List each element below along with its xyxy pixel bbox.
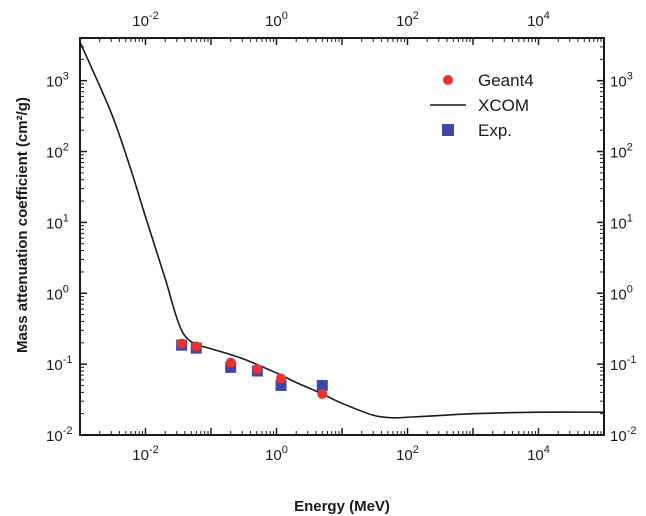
tick-label-base: 10 [527,13,544,30]
y-tick-label: 102 [46,142,69,162]
tick-label-exponent: -2 [149,444,159,456]
tick-label-exponent: 3 [63,71,69,83]
x-tick-label-top: 102 [396,10,419,30]
y-tick-label-right: 101 [610,212,633,232]
exp-point [316,379,328,391]
x-tick-label-top: 10-2 [132,10,158,30]
y-axis-title: Mass attenuation coefficient (cm²/g) [14,97,31,353]
y-tick-label: 10-1 [46,354,72,374]
tick-label-exponent: 4 [544,10,550,22]
tick-label-exponent: -1 [627,354,637,366]
y-tick-label: 103 [46,71,69,91]
legend-label: XCOM [478,96,529,115]
tick-label-base: 10 [265,13,282,30]
geant4-point [191,341,202,352]
tick-label-base: 10 [265,447,282,464]
tick-label-exponent: 1 [63,212,69,224]
legend-label: Exp. [478,121,512,140]
x-tick-label-top: 104 [527,10,550,30]
tick-label-base: 10 [396,13,413,30]
x-axis-title: Energy (MeV) [294,498,390,515]
legend-geant4-swatch [443,75,453,85]
geant4-point [252,364,263,375]
tick-label-base: 10 [610,286,627,303]
tick-label-base: 10 [46,357,63,374]
geant4-point [225,357,236,368]
tick-label-base: 10 [610,145,627,162]
y-tick-label: 101 [46,212,69,232]
tick-label-base: 10 [46,145,63,162]
tick-label-base: 10 [610,428,627,445]
geant4-point [276,373,287,384]
y-tick-label-right: 103 [610,71,633,91]
tick-label-base: 10 [132,447,149,464]
x-tick-label: 100 [265,444,288,464]
x-tick-label: 10-2 [132,444,158,464]
tick-label-base: 10 [46,215,63,232]
tick-label-base: 10 [527,447,544,464]
tick-label-base: 10 [396,447,413,464]
tick-label-base: 10 [46,74,63,91]
tick-label-exponent: -2 [627,425,637,437]
tick-label-base: 10 [610,215,627,232]
x-tick-label: 102 [396,444,419,464]
tick-label-exponent: -1 [63,354,73,366]
y-tick-label-right: 102 [610,142,633,162]
tick-label-exponent: 0 [627,283,633,295]
geant4-point [176,338,187,349]
tick-label-exponent: -2 [63,425,73,437]
x-tick-label-top: 100 [265,10,288,30]
exp-point [275,379,287,391]
x-tick-label: 104 [527,444,550,464]
tick-label-exponent: 2 [627,142,633,154]
y-tick-label-right: 10-2 [610,425,636,445]
tick-label-exponent: 0 [282,444,288,456]
tick-label-exponent: -2 [149,10,159,22]
tick-label-base: 10 [132,13,149,30]
y-tick-label-right: 100 [610,283,633,303]
tick-label-exponent: 3 [627,71,633,83]
tick-label-exponent: 1 [627,212,633,224]
tick-label-exponent: 2 [413,444,419,456]
tick-label-base: 10 [46,428,63,445]
tick-label-base: 10 [46,286,63,303]
xcom-line [79,41,605,419]
tick-label-exponent: 0 [282,10,288,22]
legend-label: Geant4 [478,71,534,90]
y-tick-label: 100 [46,283,69,303]
geant4-point [317,388,328,399]
legend-exp-swatch [442,124,454,136]
tick-label-exponent: 2 [413,10,419,22]
tick-label-base: 10 [610,74,627,91]
tick-label-exponent: 4 [544,444,550,456]
tick-label-base: 10 [610,357,627,374]
tick-label-exponent: 0 [63,283,69,295]
y-tick-label: 10-2 [46,425,72,445]
tick-label-exponent: 2 [63,142,69,154]
y-tick-label-right: 10-1 [610,354,636,374]
